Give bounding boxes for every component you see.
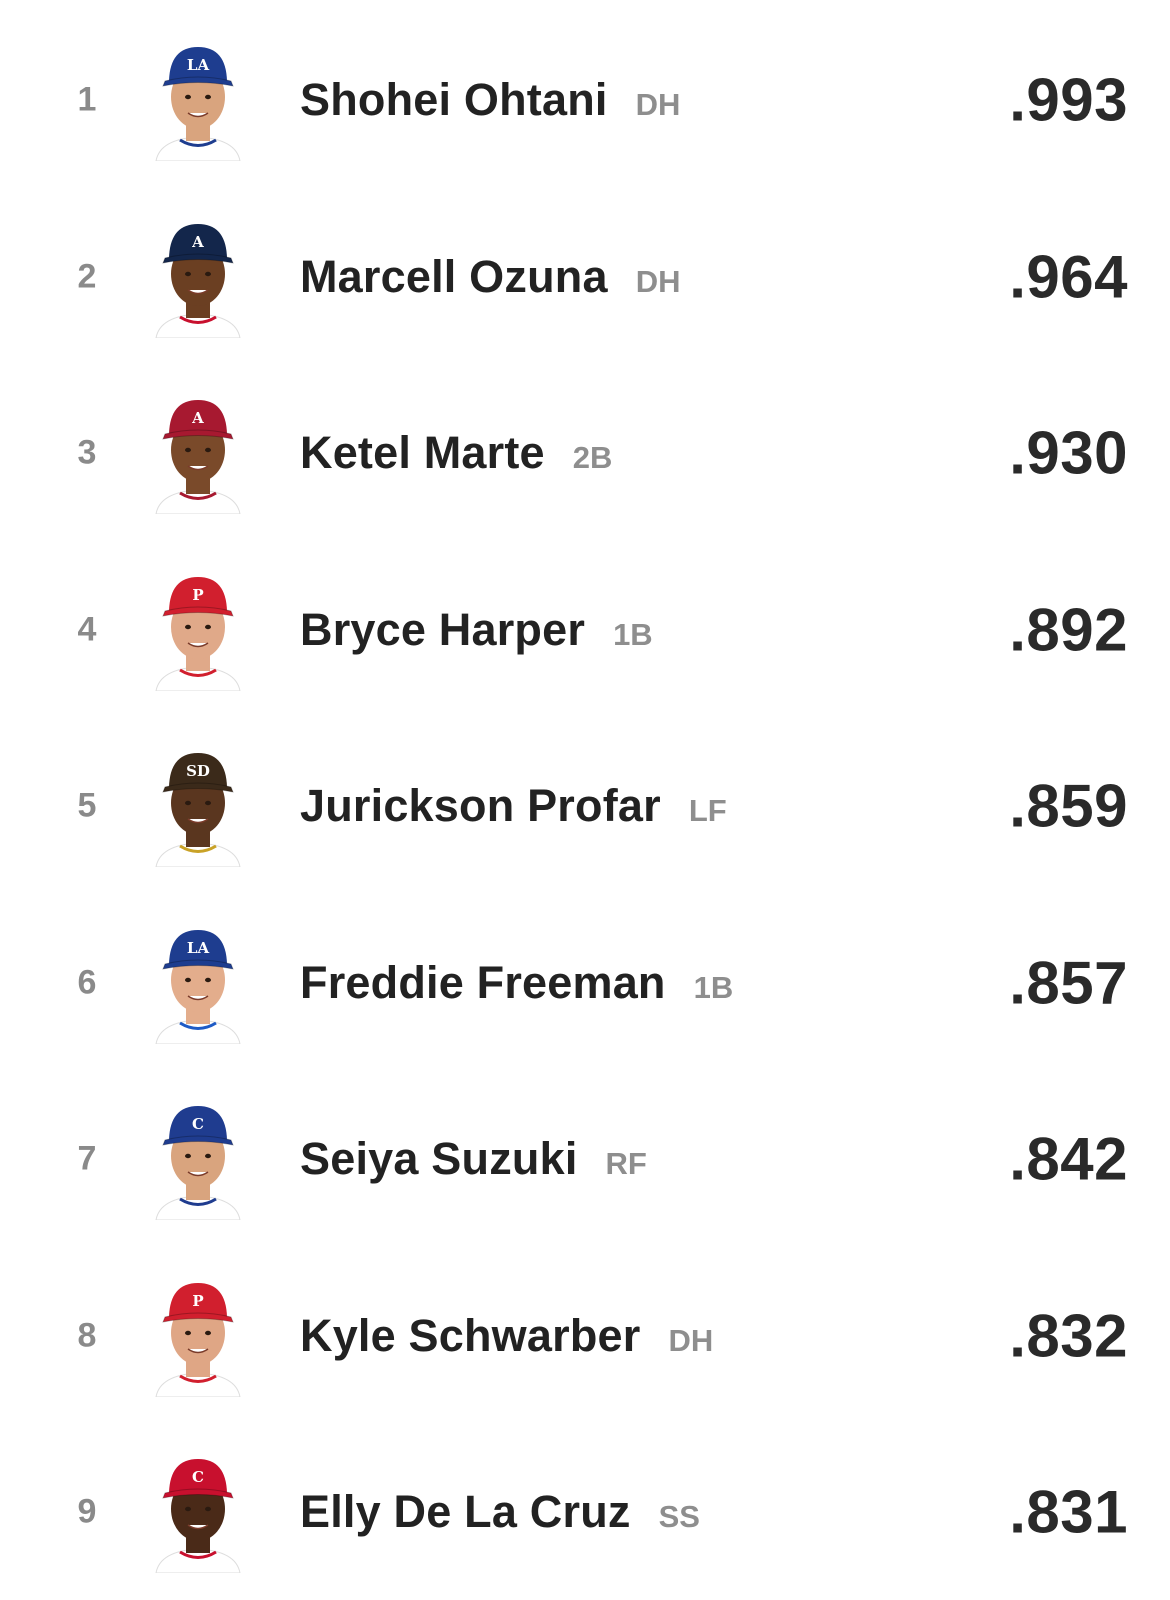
player-headshot-icon[interactable]: C (150, 1451, 246, 1573)
player-position: DH (668, 1322, 714, 1358)
team-logo-icon: A (191, 233, 204, 251)
rank-number: 3 (77, 433, 97, 472)
team-logo-icon: P (192, 586, 203, 604)
team-logo-icon: C (192, 1468, 204, 1486)
player-info: Jurickson Profar LF (300, 780, 727, 832)
player-name-link[interactable]: Seiya Suzuki (300, 1133, 578, 1184)
rank-number: 7 (77, 1139, 97, 1178)
leaderboard-row[interactable]: 6 LA Freddie Freeman 1B .857 (0, 895, 1170, 1071)
player-position: SS (658, 1499, 700, 1534)
stat-value: .964 (1009, 243, 1128, 310)
stat-value: .857 (1009, 949, 1128, 1016)
player-position: DH (635, 263, 681, 299)
player-info: Bryce Harper 1B (300, 604, 653, 656)
rank-number: 9 (77, 1492, 97, 1531)
player-info: Shohei Ohtani DH (300, 74, 680, 126)
stat-value: .842 (1009, 1125, 1128, 1193)
leaderboard-row[interactable]: 5 SD Jurickson Profar LF .859 (0, 718, 1170, 894)
stat-value: .892 (1009, 596, 1128, 663)
player-headshot-icon[interactable]: LA (150, 39, 246, 161)
player-headshot-icon[interactable]: A (150, 392, 246, 514)
player-headshot-icon[interactable]: SD (150, 745, 246, 867)
rank-number: 4 (77, 610, 97, 648)
team-logo-icon: SD (186, 762, 210, 780)
player-name-link[interactable]: Jurickson Profar (300, 780, 661, 831)
rank-number: 1 (77, 80, 97, 119)
team-logo-icon: P (192, 1292, 203, 1310)
player-name-link[interactable]: Freddie Freeman (300, 956, 666, 1008)
rank-number: 6 (77, 963, 97, 1001)
team-logo-icon: C (192, 1115, 204, 1133)
player-name-link[interactable]: Bryce Harper (300, 603, 586, 655)
player-name-link[interactable]: Kyle Schwarber (300, 1309, 641, 1361)
leaderboard-row[interactable]: 8 P Kyle Schwarber DH .832 (0, 1248, 1170, 1424)
stat-value: .831 (1009, 1478, 1128, 1546)
player-headshot-icon[interactable]: C (150, 1098, 246, 1220)
player-position: DH (635, 87, 681, 122)
team-logo-icon: LA (187, 939, 210, 957)
player-headshot-icon[interactable]: P (150, 1275, 246, 1397)
player-info: Seiya Suzuki RF (300, 1133, 647, 1185)
leaderboard-row[interactable]: 2 A Marcell Ozuna DH .964 (0, 189, 1170, 365)
player-info: Kyle Schwarber DH (300, 1310, 713, 1362)
leaderboard-row[interactable]: 4 P Bryce Harper 1B .892 (0, 542, 1170, 718)
player-position: 2B (572, 440, 613, 475)
player-info: Marcell Ozuna DH (300, 251, 680, 303)
leaderboard-row[interactable]: 7 C Seiya Suzuki RF .842 (0, 1071, 1170, 1247)
stat-value: .832 (1009, 1302, 1128, 1369)
stat-value: .930 (1009, 419, 1128, 487)
leaderboard-row[interactable]: 9 C Elly De La Cruz SS .831 (0, 1424, 1170, 1600)
player-headshot-icon[interactable]: LA (150, 922, 246, 1044)
player-name-link[interactable]: Ketel Marte (300, 427, 545, 478)
player-position: LF (688, 793, 727, 828)
rank-number: 5 (77, 786, 97, 825)
player-headshot-icon[interactable]: P (150, 569, 246, 691)
stat-value: .993 (1009, 66, 1128, 134)
team-logo-icon: LA (187, 56, 210, 74)
leaderboard-row[interactable]: 1 LA Shohei Ohtani DH .993 (0, 12, 1170, 188)
player-headshot-icon[interactable]: A (150, 216, 246, 338)
player-info: Elly De La Cruz SS (300, 1486, 700, 1538)
player-position: RF (605, 1146, 647, 1181)
stat-value: .859 (1009, 772, 1128, 840)
player-info: Freddie Freeman 1B (300, 957, 733, 1009)
team-logo-icon: A (191, 409, 204, 427)
player-position: 1B (693, 969, 734, 1005)
player-position: 1B (613, 616, 653, 652)
rank-number: 8 (77, 1316, 97, 1354)
leaderboard-row[interactable]: 3 A Ketel Marte 2B .930 (0, 365, 1170, 541)
player-info: Ketel Marte 2B (300, 427, 612, 479)
player-name-link[interactable]: Marcell Ozuna (300, 250, 608, 302)
player-name-link[interactable]: Elly De La Cruz (300, 1486, 631, 1537)
player-name-link[interactable]: Shohei Ohtani (300, 74, 608, 125)
rank-number: 2 (77, 257, 97, 295)
